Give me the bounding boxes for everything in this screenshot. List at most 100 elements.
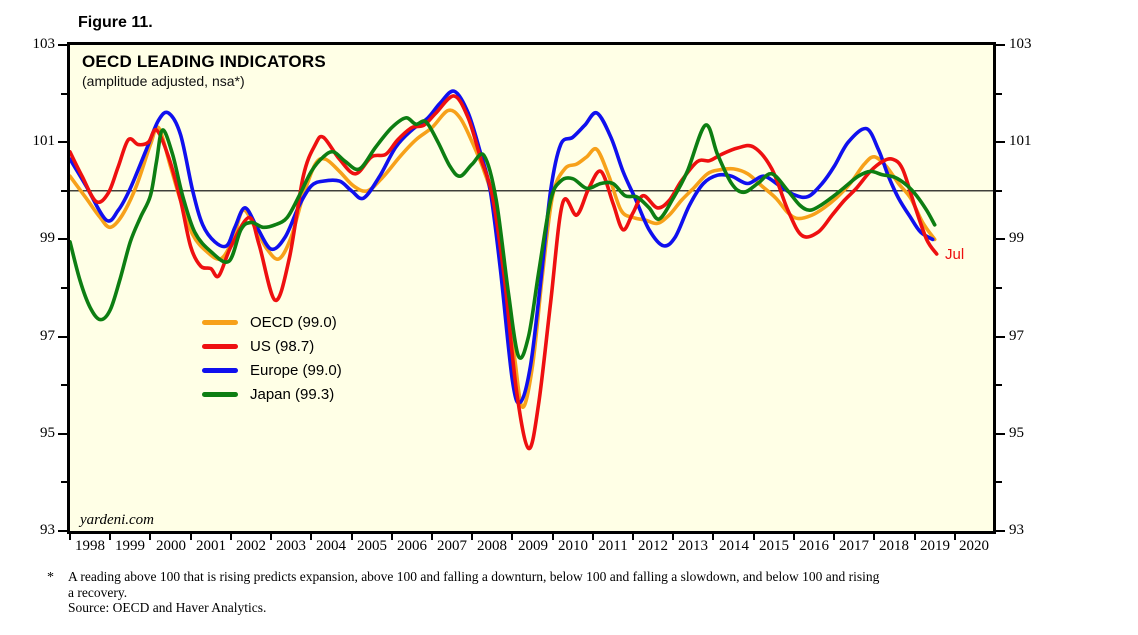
x-axis-tick [351, 533, 353, 540]
y-axis-minor-tick [61, 287, 67, 289]
last-point-annotation: Jul [945, 246, 965, 263]
x-axis-tick [230, 533, 232, 540]
y-axis-label: 93 [1009, 522, 1024, 538]
x-axis-label: 2007 [437, 538, 467, 554]
y-axis-label: 103 [1009, 36, 1032, 52]
x-axis-tick [873, 533, 875, 540]
y-axis-label: 97 [40, 328, 55, 344]
chart-canvas [70, 89, 993, 451]
legend-item-2: Europe (99.0) [202, 358, 342, 382]
x-axis-label: 2009 [518, 538, 548, 554]
x-axis-label: 2001 [196, 538, 226, 554]
y-axis-label: 101 [1009, 133, 1032, 149]
watermark: yardeni.com [80, 512, 155, 528]
y-axis-label: 99 [40, 230, 55, 246]
x-axis-tick [914, 533, 916, 540]
legend-swatch [202, 367, 238, 373]
x-axis-tick [391, 533, 393, 540]
x-axis-label: 2002 [236, 538, 266, 554]
x-axis-tick [672, 533, 674, 540]
y-axis-tick [996, 44, 1005, 46]
x-axis-label: 2016 [799, 538, 829, 554]
y-axis-label: 95 [40, 425, 55, 441]
x-axis-label: 2000 [156, 538, 186, 554]
y-axis-label: 93 [40, 522, 55, 538]
y-axis-minor-tick [996, 190, 1002, 192]
plot-area: OECD LEADING INDICATORS (amplitude adjus… [67, 42, 996, 534]
x-axis-label: 2013 [678, 538, 708, 554]
x-axis-tick [69, 533, 71, 540]
chart-title: OECD LEADING INDICATORS [82, 52, 326, 71]
x-axis-label: 2006 [397, 538, 427, 554]
x-axis-label: 2011 [598, 538, 628, 554]
x-axis-label: 1999 [115, 538, 145, 554]
y-axis-label: 103 [32, 36, 56, 52]
y-axis-tick [58, 141, 67, 143]
series-line-japan [70, 116, 937, 360]
y-axis-tick [996, 433, 1005, 435]
y-axis-minor-tick [996, 481, 1002, 483]
x-axis-label: 2004 [316, 538, 346, 554]
y-axis-minor-tick [996, 287, 1002, 289]
x-axis-label: 2017 [839, 538, 869, 554]
x-axis-label: 2008 [477, 538, 507, 554]
x-axis-label: 2005 [357, 538, 387, 554]
x-axis-tick [109, 533, 111, 540]
y-axis-tick [58, 336, 67, 338]
y-axis-minor-tick [996, 384, 1002, 386]
legend-item-0: OECD (99.0) [202, 310, 342, 334]
x-axis-label: 1998 [75, 538, 105, 554]
x-axis-tick [552, 533, 554, 540]
x-axis-tick [190, 533, 192, 540]
y-axis-tick [58, 433, 67, 435]
y-axis-minor-tick [61, 481, 67, 483]
legend-swatch [202, 319, 238, 325]
legend-label: Japan (99.3) [250, 385, 335, 403]
legend-label: Europe (99.0) [250, 361, 342, 379]
y-axis-tick [996, 336, 1005, 338]
legend-item-3: Japan (99.3) [202, 382, 342, 406]
x-axis-tick [954, 533, 956, 540]
y-axis-label: 95 [1009, 425, 1024, 441]
footnote-asterisk: * [47, 570, 54, 585]
y-axis-tick [58, 530, 67, 532]
legend-swatch [202, 391, 238, 397]
x-axis-label: 2019 [920, 538, 950, 554]
legend-label: OECD (99.0) [250, 313, 337, 331]
x-axis-label: 2018 [879, 538, 909, 554]
y-axis-label: 101 [32, 133, 56, 149]
source-line: Source: OECD and Haver Analytics. [68, 600, 267, 615]
footnote-line: A reading above 100 that is rising predi… [68, 569, 880, 584]
y-axis-tick [58, 44, 67, 46]
x-axis-tick [511, 533, 513, 540]
x-axis-tick [712, 533, 714, 540]
y-axis-label: 99 [1009, 230, 1024, 246]
series-line-us [70, 94, 939, 451]
x-axis-tick [753, 533, 755, 540]
figure-label: Figure 11. [78, 14, 153, 31]
footnote: A reading above 100 that is rising predi… [68, 569, 879, 616]
y-axis-minor-tick [61, 384, 67, 386]
legend-item-1: US (98.7) [202, 334, 342, 358]
y-axis-label: 97 [1009, 328, 1024, 344]
x-axis-tick [431, 533, 433, 540]
y-axis-minor-tick [996, 93, 1002, 95]
x-axis-label: 2020 [959, 538, 989, 554]
y-axis-tick [58, 238, 67, 240]
x-axis-tick [149, 533, 151, 540]
chart-subtitle: (amplitude adjusted, nsa*) [82, 73, 245, 89]
x-axis-tick [270, 533, 272, 540]
footnote-line: a recovery. [68, 584, 128, 600]
x-axis-label: 2010 [558, 538, 588, 554]
x-axis-tick [632, 533, 634, 540]
legend-label: US (98.7) [250, 337, 315, 355]
legend: OECD (99.0) US (98.7) Europe (99.0) Japan (… [202, 310, 342, 406]
y-axis-minor-tick [61, 93, 67, 95]
x-axis-tick [310, 533, 312, 540]
y-axis-tick [996, 141, 1005, 143]
x-axis-label: 2003 [276, 538, 306, 554]
y-axis-minor-tick [61, 190, 67, 192]
x-axis-tick [471, 533, 473, 540]
x-axis-label: 2014 [719, 538, 749, 554]
x-axis-tick [793, 533, 795, 540]
